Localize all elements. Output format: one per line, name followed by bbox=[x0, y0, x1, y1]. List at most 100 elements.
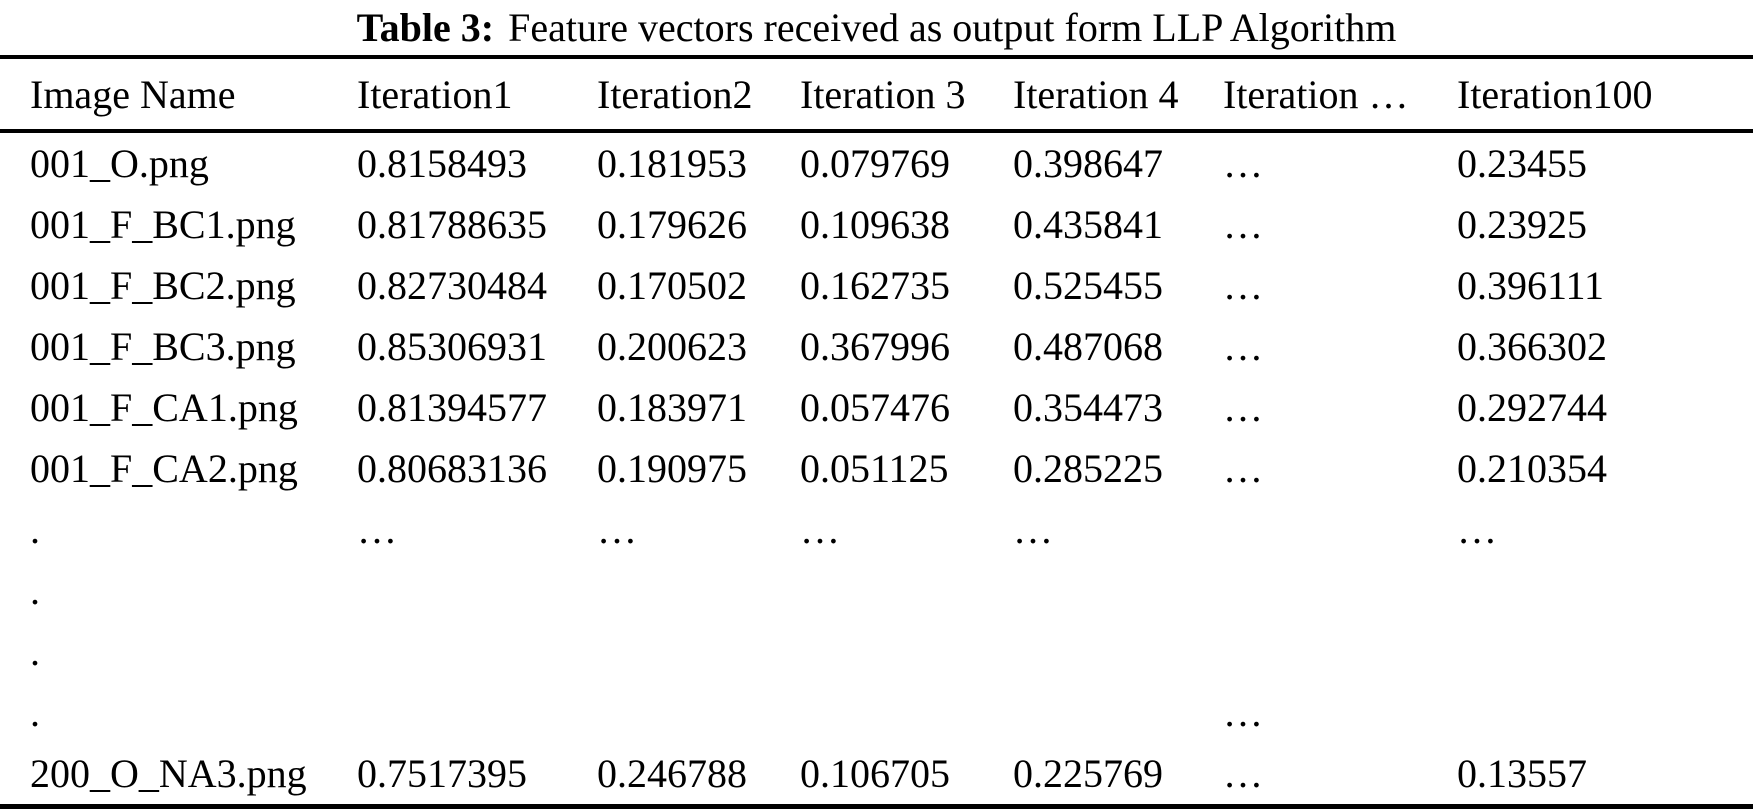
table-body: 001_O.png 0.8158493 0.181953 0.079769 0.… bbox=[0, 131, 1753, 807]
cell-iteration100 bbox=[1427, 560, 1753, 621]
cell-iteration2: 0.190975 bbox=[597, 446, 747, 491]
cell-iteration1: 0.81788635 bbox=[357, 202, 547, 247]
cell-iteration3: 0.079769 bbox=[800, 141, 950, 186]
table-row: 001_F_BC1.png 0.81788635 0.179626 0.1096… bbox=[0, 194, 1753, 255]
cell-iteration3: 0.109638 bbox=[800, 202, 950, 247]
table-row: 001_F_CA1.png 0.81394577 0.183971 0.0574… bbox=[0, 377, 1753, 438]
cell-iteration3: … bbox=[800, 507, 840, 552]
cell-iteration100: 0.292744 bbox=[1457, 385, 1607, 430]
table-row: . bbox=[0, 621, 1753, 682]
cell-iteration100: 0.23455 bbox=[1457, 141, 1587, 186]
cell-iteration-etc: … bbox=[1223, 202, 1263, 247]
col-header-iteration4: Iteration 4 bbox=[983, 57, 1193, 133]
cell-iteration1: 0.85306931 bbox=[357, 324, 547, 369]
cell-iteration2 bbox=[567, 560, 770, 621]
cell-iteration4 bbox=[983, 560, 1193, 621]
cell-iteration1: 0.80683136 bbox=[357, 446, 547, 491]
col-header-image-name: Image Name bbox=[0, 57, 327, 133]
cell-iteration3 bbox=[770, 621, 983, 682]
cell-iteration-etc bbox=[1193, 560, 1427, 621]
cell-iteration-etc: … bbox=[1223, 385, 1263, 430]
cell-image-name: 001_F_BC1.png bbox=[30, 202, 296, 247]
cell-iteration100: 0.13557 bbox=[1457, 751, 1587, 796]
cell-iteration-etc bbox=[1193, 499, 1427, 560]
table-caption-label: Table 3: bbox=[356, 4, 495, 50]
col-header-iteration100: Iteration100 bbox=[1427, 57, 1753, 133]
cell-iteration3: 0.367996 bbox=[800, 324, 950, 369]
cell-iteration4: 0.225769 bbox=[1013, 751, 1163, 796]
table-row: 001_F_CA2.png 0.80683136 0.190975 0.0511… bbox=[0, 438, 1753, 499]
cell-iteration100 bbox=[1427, 621, 1753, 682]
cell-iteration2 bbox=[567, 621, 770, 682]
cell-iteration-etc: … bbox=[1223, 141, 1263, 186]
cell-iteration2: … bbox=[597, 507, 637, 552]
cell-iteration3: 0.051125 bbox=[800, 446, 949, 491]
cell-iteration-etc: … bbox=[1223, 690, 1263, 735]
cell-iteration-etc: … bbox=[1223, 263, 1263, 308]
cell-image-name: 200_O_NA3.png bbox=[30, 751, 307, 796]
table-row: 001_F_BC2.png 0.82730484 0.170502 0.1627… bbox=[0, 255, 1753, 316]
table-row: . bbox=[0, 560, 1753, 621]
cell-iteration2: 0.183971 bbox=[597, 385, 747, 430]
cell-iteration3: 0.162735 bbox=[800, 263, 950, 308]
cell-iteration4: 0.354473 bbox=[1013, 385, 1163, 430]
col-header-iteration2: Iteration2 bbox=[567, 57, 770, 133]
cell-iteration100: 0.366302 bbox=[1457, 324, 1607, 369]
cell-image-name: . bbox=[30, 507, 40, 552]
cell-iteration1: 0.8158493 bbox=[357, 141, 527, 186]
cell-iteration3: 0.057476 bbox=[800, 385, 950, 430]
cell-iteration-etc: … bbox=[1223, 446, 1263, 491]
cell-iteration4: 0.525455 bbox=[1013, 263, 1163, 308]
col-header-iteration1: Iteration1 bbox=[327, 57, 567, 133]
cell-iteration2: 0.181953 bbox=[597, 141, 747, 186]
cell-image-name: 001_F_BC2.png bbox=[30, 263, 296, 308]
table-caption-text: Feature vectors received as output form … bbox=[508, 4, 1397, 50]
cell-iteration3 bbox=[770, 682, 983, 743]
cell-iteration4: 0.398647 bbox=[1013, 141, 1163, 186]
cell-iteration2: 0.246788 bbox=[597, 751, 747, 796]
cell-image-name: . bbox=[30, 690, 40, 735]
cell-iteration100: 0.210354 bbox=[1457, 446, 1607, 491]
cell-iteration100: 0.396111 bbox=[1457, 263, 1605, 308]
cell-iteration100: 0.23925 bbox=[1457, 202, 1587, 247]
cell-iteration4: … bbox=[1013, 507, 1053, 552]
table-row: . … … … … … bbox=[0, 499, 1753, 560]
table-caption: Table 3: Feature vectors received as out… bbox=[0, 0, 1753, 55]
cell-iteration-etc bbox=[1193, 621, 1427, 682]
cell-image-name: 001_F_CA1.png bbox=[30, 385, 298, 430]
table-row: 001_F_BC3.png 0.85306931 0.200623 0.3679… bbox=[0, 316, 1753, 377]
cell-iteration-etc: … bbox=[1223, 324, 1263, 369]
cell-iteration1: … bbox=[357, 507, 397, 552]
cell-iteration4: 0.285225 bbox=[1013, 446, 1163, 491]
cell-iteration3: 0.106705 bbox=[800, 751, 950, 796]
cell-image-name: . bbox=[30, 629, 40, 674]
cell-iteration1: 0.7517395 bbox=[357, 751, 527, 796]
cell-iteration2: 0.179626 bbox=[597, 202, 747, 247]
table-header-row: Image Name Iteration1 Iteration2 Iterati… bbox=[0, 57, 1753, 133]
cell-iteration1: 0.81394577 bbox=[357, 385, 547, 430]
cell-image-name: 001_F_CA2.png bbox=[30, 446, 298, 491]
cell-iteration4: 0.487068 bbox=[1013, 324, 1163, 369]
cell-image-name: 001_F_BC3.png bbox=[30, 324, 296, 369]
cell-iteration1: 0.82730484 bbox=[357, 263, 547, 308]
cell-iteration2: 0.170502 bbox=[597, 263, 747, 308]
feature-vectors-table: Image Name Iteration1 Iteration2 Iterati… bbox=[0, 55, 1753, 809]
cell-iteration2 bbox=[567, 682, 770, 743]
cell-image-name: 001_O.png bbox=[30, 141, 209, 186]
cell-image-name: . bbox=[30, 568, 40, 613]
cell-iteration4: 0.435841 bbox=[1013, 202, 1163, 247]
table-row: 001_O.png 0.8158493 0.181953 0.079769 0.… bbox=[0, 131, 1753, 194]
table-row: 200_O_NA3.png 0.7517395 0.246788 0.10670… bbox=[0, 743, 1753, 807]
cell-iteration3 bbox=[770, 560, 983, 621]
cell-iteration4 bbox=[983, 621, 1193, 682]
cell-iteration100: … bbox=[1457, 507, 1497, 552]
cell-iteration100 bbox=[1427, 682, 1753, 743]
cell-iteration4 bbox=[983, 682, 1193, 743]
cell-iteration1 bbox=[327, 621, 567, 682]
table-row: . … bbox=[0, 682, 1753, 743]
cell-iteration2: 0.200623 bbox=[597, 324, 747, 369]
cell-iteration1 bbox=[327, 560, 567, 621]
col-header-iteration3: Iteration 3 bbox=[770, 57, 983, 133]
col-header-iteration-etc: Iteration … bbox=[1193, 57, 1427, 133]
